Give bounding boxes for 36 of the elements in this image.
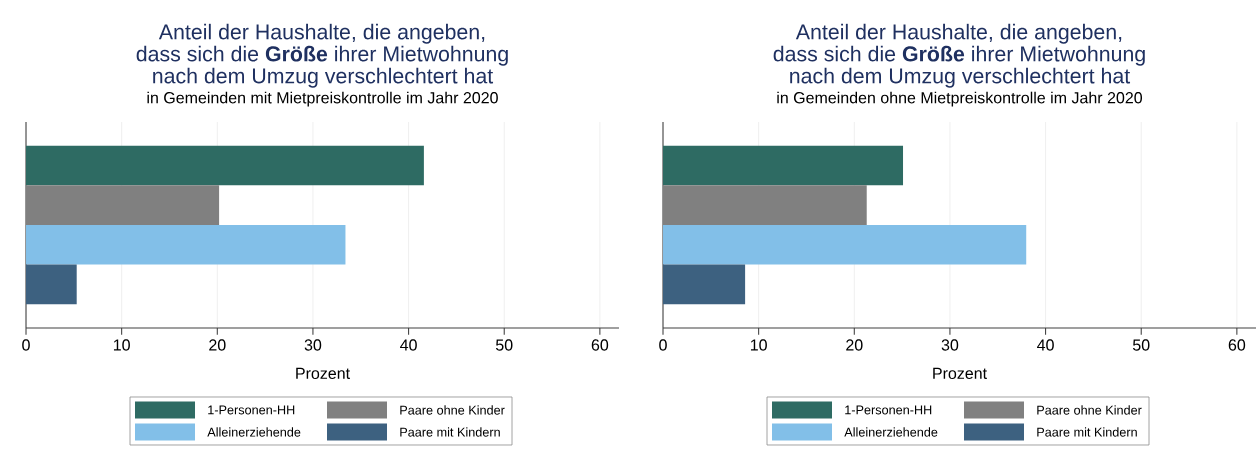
x-tick-label: 60 [591,339,609,351]
legend-label: Paare mit Kindern [1037,427,1137,437]
x-tick-label: 60 [1228,339,1246,351]
bar [26,145,424,186]
x-tick-label: 20 [209,339,226,351]
x-axis-title: Prozent [296,367,350,379]
legend-label: Paare ohne Kinder [400,405,505,415]
x-tick-label: 10 [113,339,130,351]
chart-title: Anteil der Haushalte, die angeben, dass sich die Größe ihrer Mietwohnung nach dem Umzug verschlechtert hat [136,23,508,88]
x-tick-label: 30 [304,339,322,351]
legend-label: 1-Personen-HH [845,405,932,415]
x-tick-label: 10 [750,339,767,351]
x-tick-label: 40 [1037,339,1054,351]
x-tick-label: 0 [659,339,667,351]
legend-label: Paare mit Kindern [400,427,500,437]
bar [663,264,746,305]
chart-subtitle: in Gemeinden mit Mietpreiskontrolle im Jahr 2020 [147,91,498,107]
chart-subtitle: in Gemeinden ohne Mietpreiskontrolle im Jahr 2020 [777,91,1143,107]
legend-label: 1-Personen-HH [208,405,295,415]
legend-label: Alleinerziehende [207,427,301,437]
bar [26,185,220,225]
x-tick-label: 0 [22,339,30,351]
x-axis-title: Prozent [933,367,987,379]
bar [663,145,904,186]
x-tick-label: 50 [1132,339,1150,351]
bar [663,224,1027,265]
chart-title: Anteil der Haushalte, die angeben, dass sich die Größe ihrer Mietwohnung nach dem Umzug verschlechtert hat [773,23,1145,88]
bar [26,264,77,305]
x-tick-label: 20 [846,339,863,351]
x-tick-label: 40 [400,339,417,351]
bar [663,185,867,225]
x-tick-label: 50 [495,339,513,351]
legend-label: Alleinerziehende [844,427,938,437]
legend-label: Paare ohne Kinder [1037,405,1142,415]
x-tick-label: 30 [941,339,959,351]
bar [26,224,346,265]
